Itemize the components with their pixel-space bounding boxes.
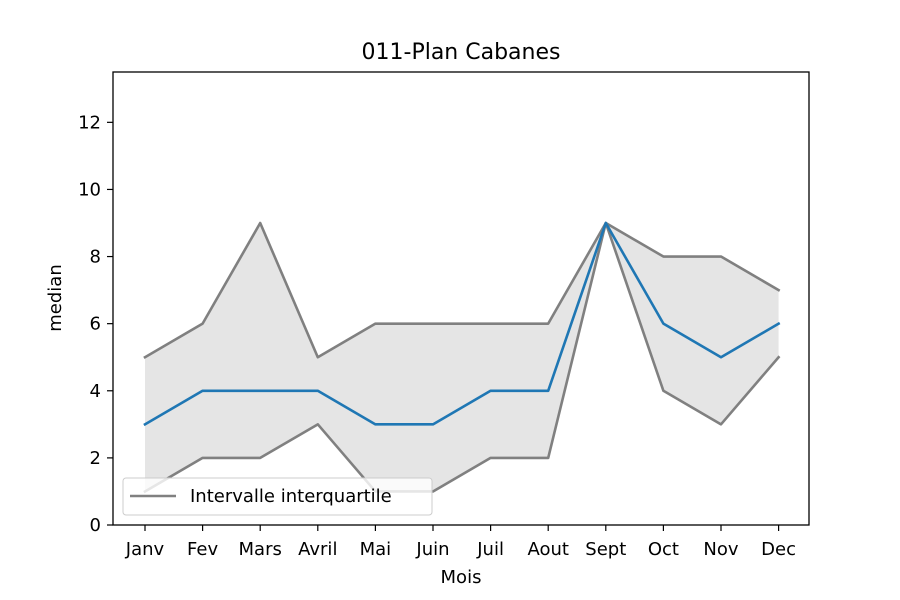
plot-frame (112, 71, 810, 526)
y-axis: 0 2 4 6 8 10 12 (78, 112, 113, 536)
legend-label-iqr: Intervalle interquartile (190, 486, 392, 507)
x-axis: Janv Fev Mars Avril Mai Juin Juil Aout Sept Oct No… (125, 525, 796, 560)
x-tick-label: Avril (298, 539, 337, 560)
upper-quartile-line (143, 221, 781, 359)
y-tick-label: 2 (90, 448, 101, 469)
x-tick-label: Dec (761, 539, 796, 560)
x-tick-label: Mars (239, 539, 282, 560)
iqr-band-layer (145, 223, 779, 492)
x-tick-label: Mai (360, 539, 392, 560)
y-tick-label: 6 (90, 314, 101, 335)
legend-box (122, 477, 433, 516)
x-tick-label: Oct (648, 539, 679, 560)
legend: Intervalle interquartile (122, 477, 433, 516)
x-tick-label: Sept (585, 539, 626, 560)
lower-quartile-line (143, 221, 781, 494)
y-tick-label: 8 (90, 247, 101, 268)
iqr-band (145, 223, 779, 492)
y-tick-label: 0 (90, 515, 101, 536)
x-tick-label: Nov (703, 539, 738, 560)
y-tick-label: 10 (78, 179, 101, 200)
chart-title: 011-Plan Cabanes (362, 40, 561, 65)
y-tick-label: 4 (90, 381, 101, 402)
series-line-layer (143, 221, 781, 494)
x-tick-label: Juin (415, 539, 449, 560)
x-tick-label: Fev (187, 539, 218, 560)
y-axis-label: median (45, 264, 66, 331)
x-tick-label: Janv (125, 539, 165, 560)
median-line (143, 221, 781, 427)
y-tick-label: 12 (78, 112, 101, 133)
x-axis-label: Mois (441, 567, 482, 588)
x-tick-label: Aout (527, 539, 568, 560)
x-tick-label: Juil (476, 539, 504, 560)
